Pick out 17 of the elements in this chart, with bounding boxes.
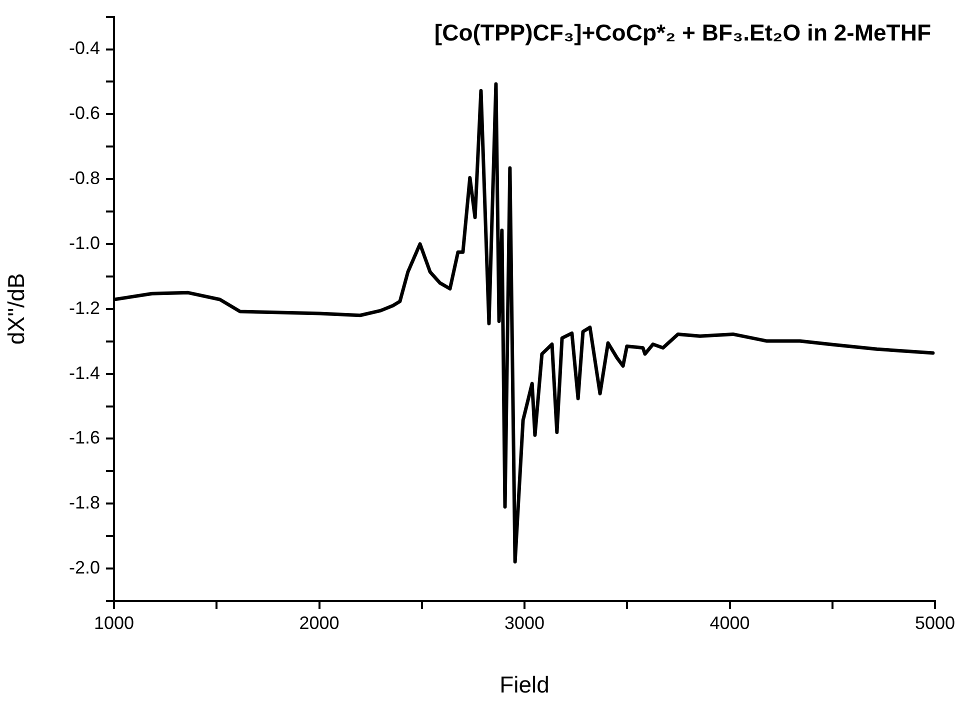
- x-tick-label: 2000: [299, 612, 340, 633]
- y-tick-label: -1.0: [68, 232, 100, 253]
- y-tick-label: -1.4: [68, 362, 100, 383]
- y-tick-label: -1.2: [68, 298, 100, 318]
- x-tick-label: 5000: [914, 612, 956, 633]
- y-tick-label: -0.6: [68, 103, 100, 124]
- y-axis-title: dX''/dB: [3, 273, 30, 345]
- y-tick-label: -1.8: [68, 492, 100, 513]
- y-tick-label: -0.4: [68, 38, 100, 58]
- y-tick-label: -0.8: [68, 168, 100, 188]
- x-tick-label: 1000: [94, 612, 134, 633]
- y-tick-label: -1.6: [68, 428, 100, 448]
- x-tick-label: 3000: [504, 612, 545, 633]
- chart-title: [Co(TPP)CF₃]+CoCp*₂ + BF₃.Et₂O in 2-MeTHF: [434, 20, 931, 46]
- x-tick-label: 4000: [710, 612, 750, 633]
- y-tick-label: -2.0: [68, 558, 100, 578]
- x-axis-title: Field: [500, 672, 550, 698]
